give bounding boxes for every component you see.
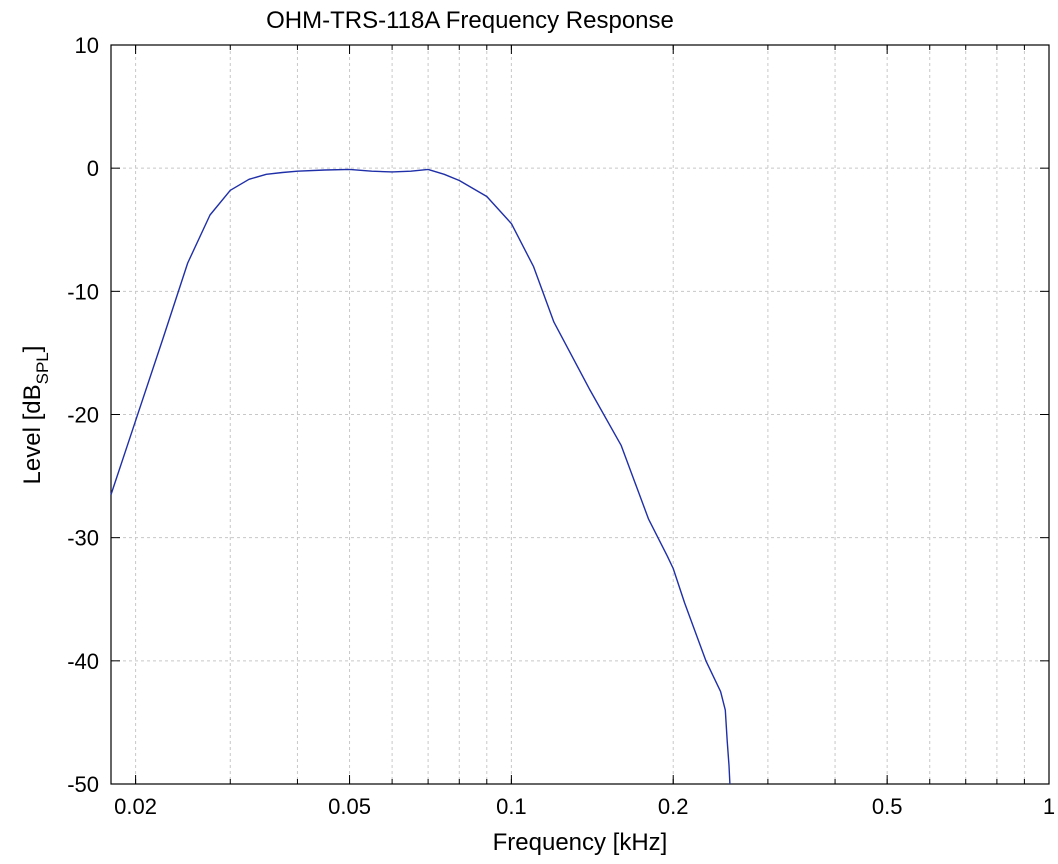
plot-frame (110, 44, 1050, 785)
x-tick-label: 0.05 (328, 794, 371, 819)
x-tick-label: 1 (1043, 794, 1055, 819)
series-layer (110, 168, 731, 785)
response-line (110, 168, 731, 785)
y-tick-label: 0 (87, 156, 99, 181)
y-tick-label: -20 (67, 403, 99, 428)
y-tick-label: 10 (75, 33, 99, 58)
y-tick-label: -10 (67, 279, 99, 304)
y-axis-label: Level [dBSPL] (19, 346, 52, 485)
x-axis-label: Frequency [kHz] (493, 829, 668, 856)
y-axis-label-end: ] (19, 346, 46, 353)
x-tick-label: 0.1 (496, 794, 527, 819)
grid (111, 45, 1049, 784)
chart-title: OHM-TRS-118A Frequency Response (266, 7, 674, 34)
x-tick-label: 0.02 (114, 794, 157, 819)
x-tick-label: 0.2 (658, 794, 689, 819)
x-tick-label: 0.5 (872, 794, 903, 819)
y-tick-label: -30 (67, 526, 99, 551)
y-tick-label: -50 (67, 772, 99, 797)
y-tick-label: -40 (67, 649, 99, 674)
y-axis-label-sub: SPL (33, 352, 52, 384)
y-axis-label-main: Level [dB (19, 384, 46, 484)
axes: 0.02 0.05 0.1 0.2 0.5 1 10 0 -10 -20 -30 -40 -50 (67, 33, 1055, 819)
